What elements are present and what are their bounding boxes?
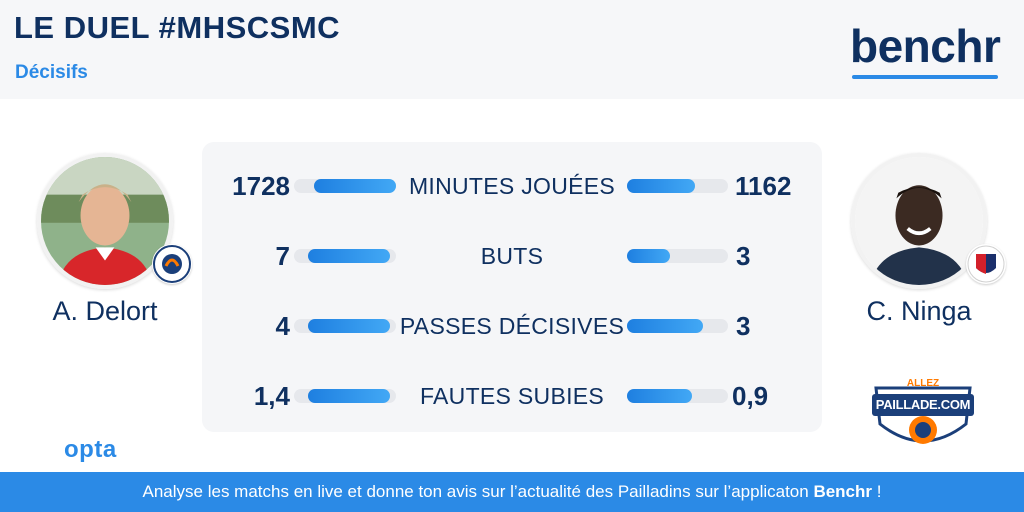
stat-right-bar-track xyxy=(627,319,728,333)
stat-label: BUTS xyxy=(480,243,544,269)
stat-row: 4 PASSES DÉCISIVES 3 xyxy=(0,306,1024,346)
right-player-name: C. Ninga xyxy=(866,296,972,326)
stat-row: 7 BUTS 3 xyxy=(0,236,1024,276)
avatar-left-player xyxy=(37,153,173,289)
stat-left-bar-fill xyxy=(308,389,390,403)
allez-logo-main-text: PAILLADE.COM xyxy=(875,397,971,412)
footer-banner: Analyse les matchs en live et donne ton … xyxy=(0,472,1024,512)
page-title: LE DUEL #MHSCSMC xyxy=(14,10,341,45)
stat-left-bar-track xyxy=(294,249,396,263)
opta-logo: opta xyxy=(64,436,117,463)
stat-right-value: 3 xyxy=(736,241,751,271)
stat-label: MINUTES JOUÉES xyxy=(408,173,616,199)
stat-left-value: 1,4 xyxy=(253,381,290,411)
stat-right-value: 0,9 xyxy=(732,381,769,411)
page-subtitle: Décisifs xyxy=(15,62,88,83)
stat-left-bar-fill xyxy=(314,179,396,193)
stat-right-value: 1162 xyxy=(735,171,792,201)
stat-left-bar-track xyxy=(294,319,396,333)
stat-row: 1,4 FAUTES SUBIES 0,9 xyxy=(0,376,1024,416)
stat-left-bar-track xyxy=(294,179,396,193)
footer-suffix: ! xyxy=(872,482,882,501)
left-player-name: A. Delort xyxy=(52,296,158,326)
stat-right-bar-fill xyxy=(627,179,695,193)
stat-left-bar-track xyxy=(294,389,396,403)
stat-left-value: 4 xyxy=(275,311,290,341)
avatar-right-player xyxy=(851,153,987,289)
stat-left-value: 7 xyxy=(275,241,290,271)
stat-left-bar-fill xyxy=(308,319,390,333)
stat-left-bar-fill xyxy=(308,249,390,263)
allez-paillade-logo: ALLEZ PAILLADE.COM xyxy=(868,372,978,452)
header-bar: LE DUEL #MHSCSMC Décisifs benchr xyxy=(0,0,1024,99)
stat-label: FAUTES SUBIES xyxy=(419,383,605,409)
stat-right-bar-fill xyxy=(627,389,692,403)
stat-right-bar-track xyxy=(627,179,728,193)
stat-row: 1728 MINUTES JOUÉES 1162 xyxy=(0,166,1024,206)
caen-badge-icon xyxy=(966,244,1006,284)
benchr-logo-underline xyxy=(852,75,998,79)
stat-right-bar-track xyxy=(627,249,728,263)
footer-brand[interactable]: Benchr xyxy=(813,482,873,501)
stat-right-bar-fill xyxy=(627,249,670,263)
stat-left-value: 1728 xyxy=(232,171,290,201)
stat-right-bar-track xyxy=(627,389,728,403)
footer-text: Analyse les matchs en live et donne ton … xyxy=(142,482,814,501)
stat-label: PASSES DÉCISIVES xyxy=(399,313,625,339)
stat-right-bar-fill xyxy=(627,319,703,333)
montpellier-badge-icon xyxy=(152,244,192,284)
stat-right-value: 3 xyxy=(736,311,751,341)
allez-logo-top-text: ALLEZ xyxy=(906,378,940,389)
benchr-logo: benchr xyxy=(850,20,1001,80)
benchr-logo-text: benchr xyxy=(850,20,1001,72)
